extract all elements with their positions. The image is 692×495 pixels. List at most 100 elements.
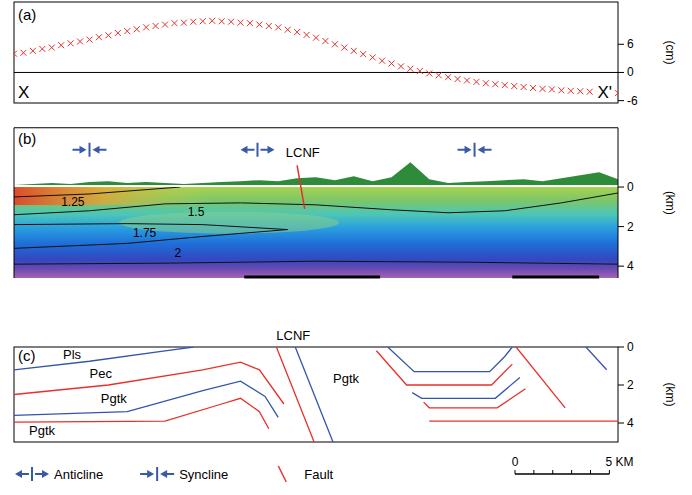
point xyxy=(14,51,17,57)
point xyxy=(426,70,432,76)
point xyxy=(162,22,168,28)
fold-axis xyxy=(89,143,91,157)
y-tick-label: 0 xyxy=(627,340,634,354)
point xyxy=(577,88,583,94)
point xyxy=(115,30,121,36)
contour xyxy=(14,193,618,215)
legend-label: Anticline xyxy=(54,467,103,482)
point xyxy=(502,82,508,88)
point xyxy=(370,54,376,60)
geologic-line xyxy=(295,347,333,442)
fold-axis xyxy=(156,467,158,481)
scale-tick xyxy=(571,470,572,474)
fold-arrowhead xyxy=(147,470,154,478)
geologic-line xyxy=(516,347,565,408)
point xyxy=(351,48,357,54)
y-tick-label: 4 xyxy=(627,259,634,273)
scatter-points xyxy=(14,18,618,96)
fault xyxy=(297,165,305,209)
point xyxy=(455,76,461,82)
topography xyxy=(14,162,618,187)
point xyxy=(87,37,93,43)
point xyxy=(96,34,102,40)
fold-axis xyxy=(31,467,33,481)
scale-label: 0 xyxy=(512,455,519,469)
y-axis-title: (cm) xyxy=(663,41,677,65)
contour xyxy=(14,261,618,264)
fold-axis xyxy=(474,143,476,157)
point xyxy=(77,38,83,44)
fold-arrowhead xyxy=(267,146,274,154)
point xyxy=(171,20,177,26)
fold-arrowhead xyxy=(465,146,472,154)
point xyxy=(238,20,244,26)
panel-label: (b) xyxy=(18,130,36,147)
y-tick-label: 4 xyxy=(627,416,634,430)
point xyxy=(247,20,253,26)
geologic-line xyxy=(376,351,512,385)
fold-arrowhead xyxy=(80,146,87,154)
y-tick-label: 0 xyxy=(627,180,634,194)
point xyxy=(549,86,555,92)
fold-symbol xyxy=(15,467,49,481)
fold-arrowhead xyxy=(478,146,485,154)
y-tick-label: 0 xyxy=(627,65,634,79)
bar-segment xyxy=(512,276,599,279)
legend-label: Fault xyxy=(304,467,333,482)
point xyxy=(275,24,281,30)
y-axis-title: (km) xyxy=(663,191,677,215)
scale-label: 5 KM xyxy=(605,455,633,469)
fold-arrowhead xyxy=(15,470,22,478)
point xyxy=(209,18,215,24)
point xyxy=(322,38,328,44)
fold-symbol xyxy=(458,143,492,157)
plot-frame xyxy=(14,2,618,103)
point xyxy=(464,77,470,83)
fold-symbol xyxy=(240,143,274,157)
label-patch xyxy=(595,83,614,102)
scale-tick xyxy=(590,470,591,474)
point xyxy=(200,18,206,24)
point xyxy=(558,87,564,93)
geologic-line xyxy=(276,347,314,442)
y-axis-title: (km) xyxy=(663,383,677,407)
point xyxy=(105,32,111,38)
point xyxy=(341,45,347,51)
contour xyxy=(14,224,288,249)
y-tick xyxy=(618,385,624,386)
y-tick xyxy=(618,100,624,101)
y-tick xyxy=(618,347,624,348)
fold-symbol xyxy=(73,143,107,157)
surface-line xyxy=(14,185,618,187)
point xyxy=(332,41,338,47)
point xyxy=(285,27,291,33)
point xyxy=(587,89,593,95)
point xyxy=(294,29,300,35)
point xyxy=(228,19,234,25)
zero-line xyxy=(14,72,618,73)
y-tick xyxy=(618,187,624,188)
point xyxy=(407,66,413,72)
point xyxy=(190,19,196,25)
y-tick xyxy=(618,72,624,73)
point xyxy=(58,42,64,48)
legend-symbol xyxy=(278,466,286,482)
scale-tick xyxy=(609,470,610,474)
point xyxy=(153,23,159,29)
legend-label: Syncline xyxy=(179,467,228,482)
point xyxy=(436,72,442,78)
field xyxy=(14,187,618,278)
point xyxy=(483,80,489,86)
y-tick-label: 6 xyxy=(627,37,634,51)
y-tick xyxy=(618,226,624,227)
point xyxy=(30,48,36,54)
geology-lines xyxy=(14,347,618,442)
frame xyxy=(14,128,15,278)
unit-label: Pgtk xyxy=(333,371,360,386)
geologic-line xyxy=(586,347,607,370)
contour-label: 1.5 xyxy=(188,205,205,219)
point xyxy=(143,24,149,30)
endpoint-label: X' xyxy=(597,83,612,102)
fault-label: LCNF xyxy=(286,145,320,160)
fold-axis xyxy=(256,143,258,157)
